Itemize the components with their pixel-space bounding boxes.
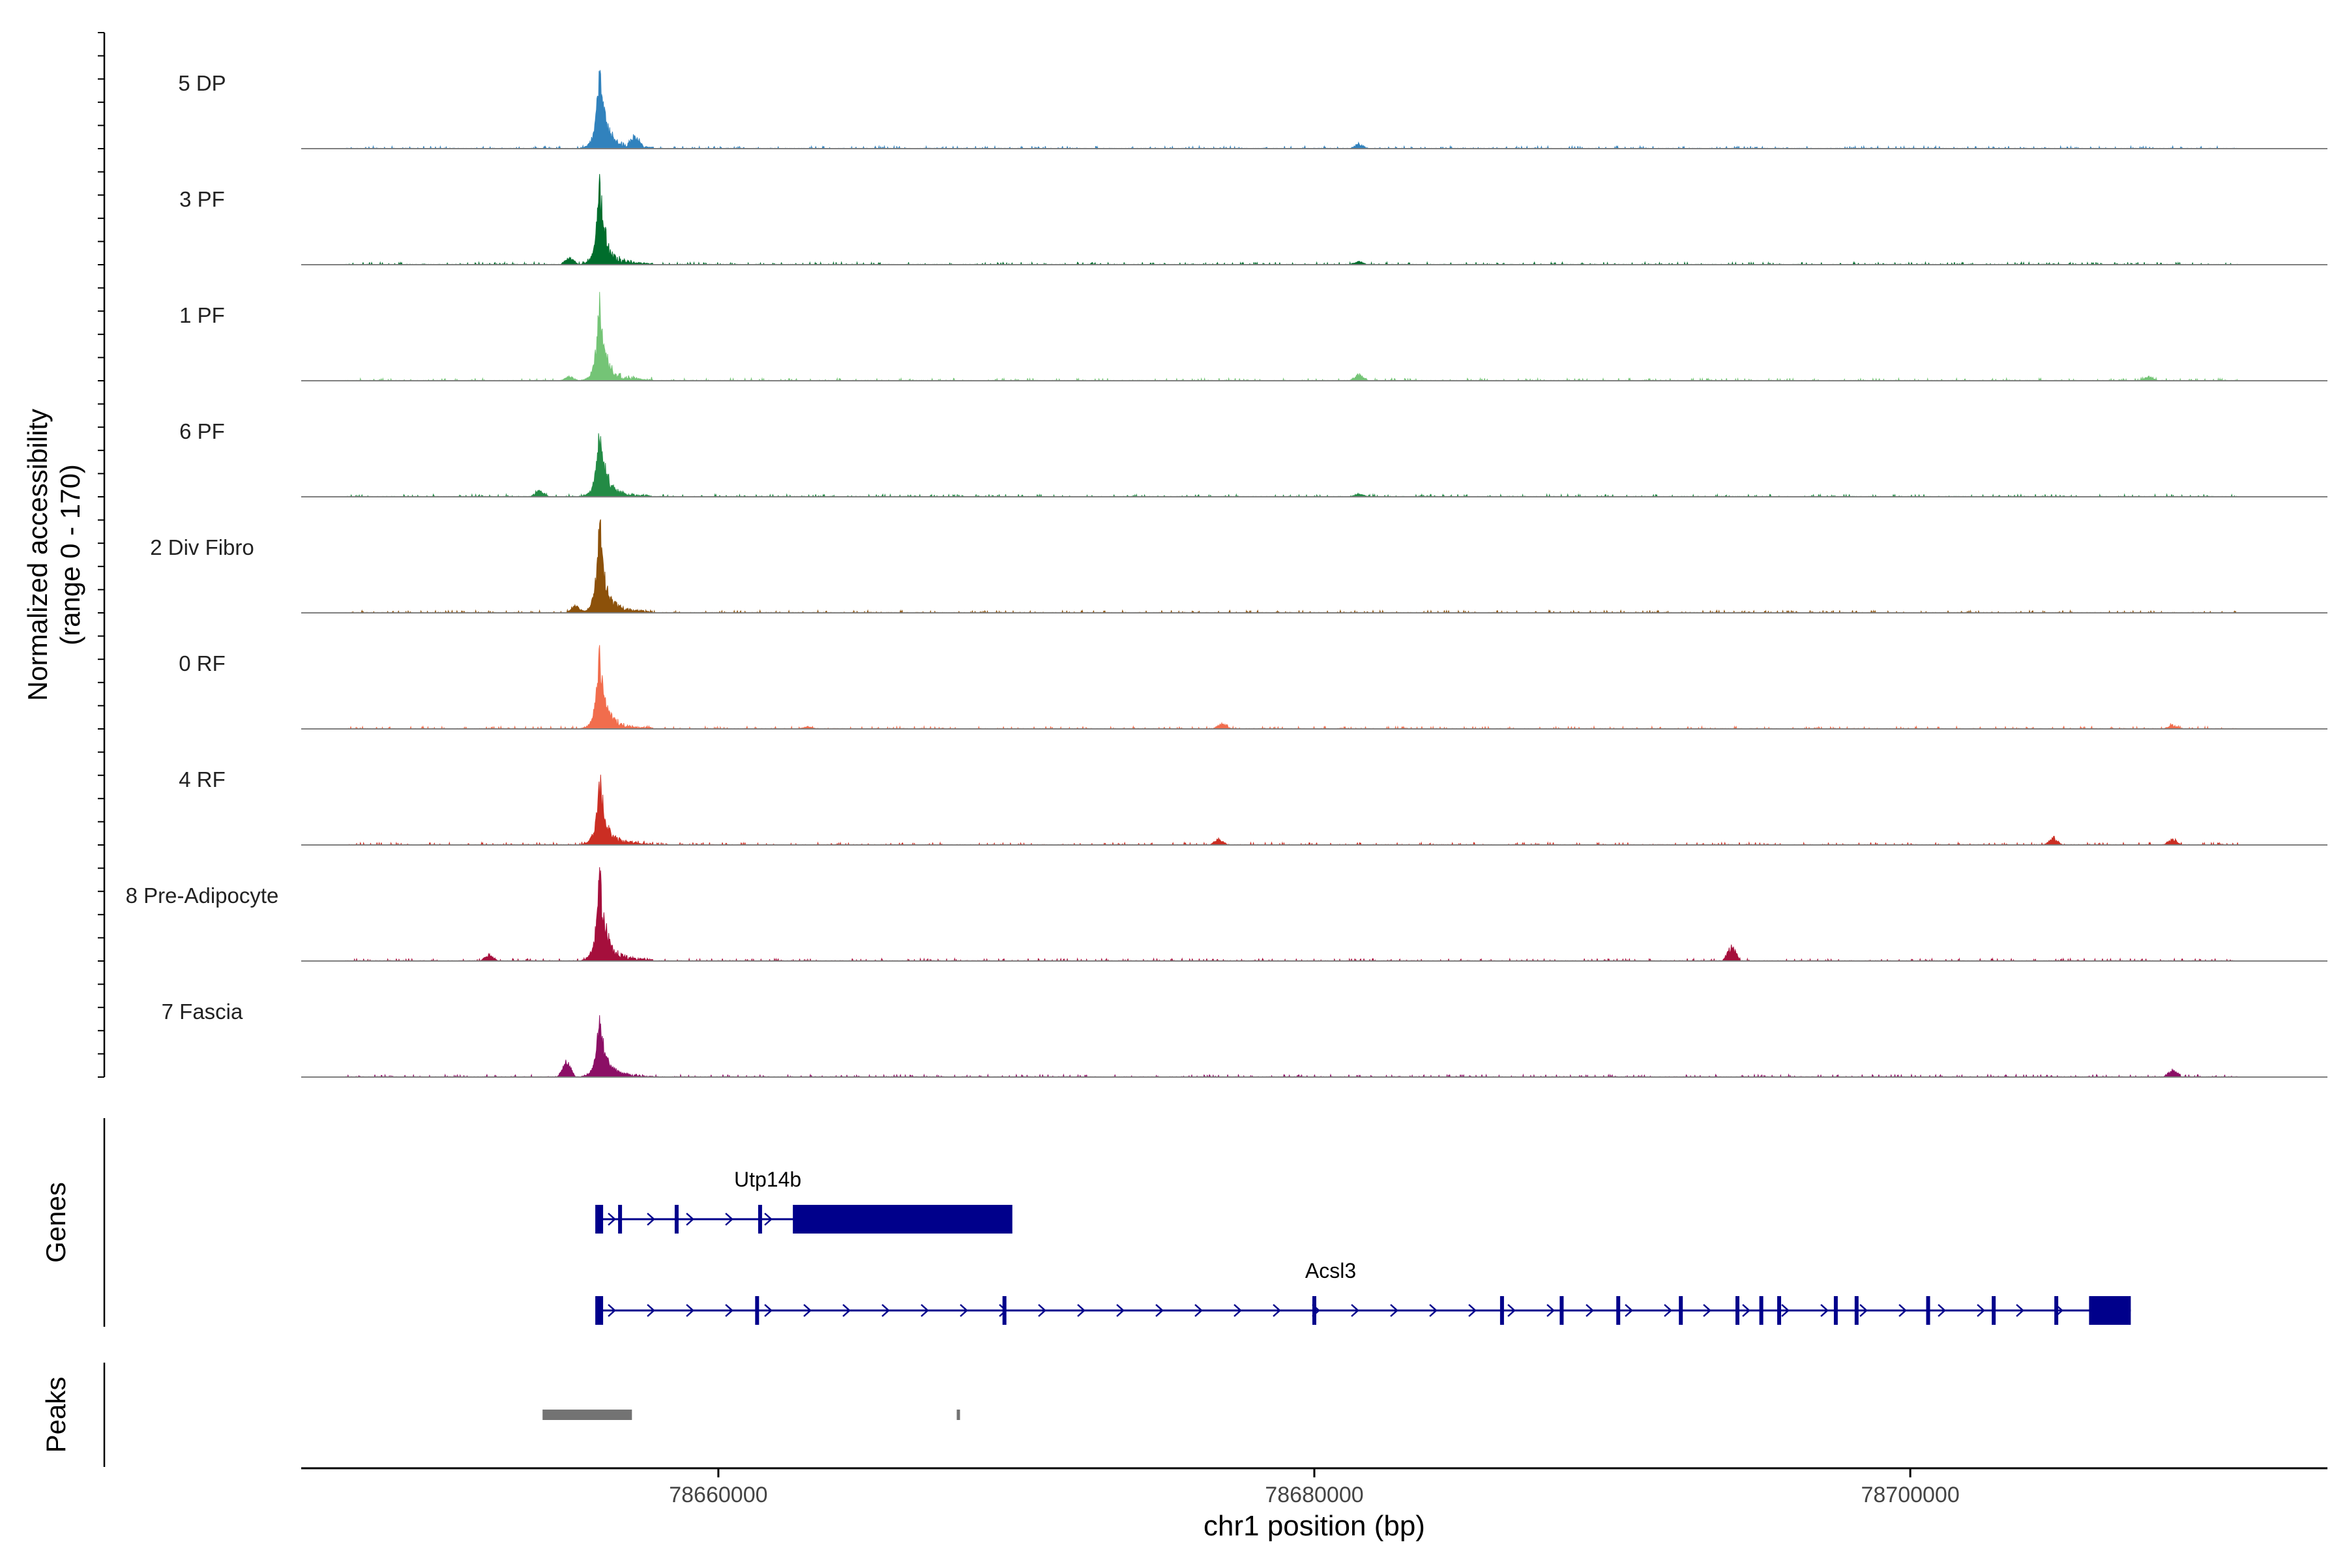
strand-arrow — [1859, 1304, 1868, 1317]
track-label-0: 5 DP — [178, 71, 226, 95]
exon — [1616, 1296, 1621, 1325]
coverage-area-2 — [346, 291, 2239, 382]
coverage-area-5 — [346, 645, 2239, 730]
track-label-4: 2 Div Fibro — [150, 535, 254, 559]
strand-arrow — [1586, 1304, 1594, 1317]
strand-arrow — [803, 1304, 812, 1317]
exon — [1559, 1296, 1564, 1325]
exon — [1833, 1296, 1838, 1325]
x-tick-label: 78700000 — [1861, 1483, 1959, 1507]
exon — [1735, 1296, 1739, 1325]
strand-arrow — [1351, 1304, 1359, 1317]
track-label-1: 3 PF — [179, 187, 225, 211]
strand-arrow — [1233, 1304, 1242, 1317]
strand-arrow — [960, 1304, 968, 1317]
exon — [1854, 1296, 1859, 1325]
exon — [1499, 1296, 1504, 1325]
exon — [1777, 1296, 1781, 1325]
strand-arrow — [764, 1213, 773, 1226]
exon — [674, 1205, 679, 1234]
strand-arrow — [1507, 1304, 1516, 1317]
gene-label-acsl3: Acsl3 — [1305, 1259, 1356, 1282]
strand-arrow — [1116, 1304, 1125, 1317]
exon — [1679, 1296, 1683, 1325]
coverage-area-4 — [346, 519, 2239, 614]
strand-arrow — [1703, 1304, 1711, 1317]
coding-block-utp14b — [793, 1205, 1011, 1234]
strand-arrow — [686, 1213, 694, 1226]
coverage-area-7 — [346, 867, 2239, 962]
strand-arrow — [1273, 1304, 1281, 1317]
strand-arrow — [1155, 1304, 1164, 1317]
strand-arrow — [647, 1213, 655, 1226]
exon — [1002, 1296, 1007, 1325]
track-label-5: 0 RF — [179, 651, 226, 675]
strand-arrow — [686, 1304, 694, 1317]
peak-region — [956, 1410, 960, 1420]
exon — [595, 1296, 604, 1325]
exon — [1312, 1296, 1316, 1325]
gene-label-utp14b: Utp14b — [734, 1168, 801, 1191]
track-label-8: 7 Fascia — [162, 999, 243, 1024]
strand-arrow — [608, 1213, 616, 1226]
coverage-area-1 — [346, 173, 2239, 266]
coverage-area-8 — [346, 1015, 2239, 1078]
strand-arrow — [725, 1304, 733, 1317]
strand-arrow — [1077, 1304, 1085, 1317]
track-label-2: 1 PF — [179, 303, 225, 327]
y-axis-range: (range 0 - 170) — [55, 464, 85, 645]
track-label-3: 6 PF — [179, 419, 225, 443]
strand-arrow — [1468, 1304, 1477, 1317]
strand-arrow — [608, 1304, 616, 1317]
exon — [1926, 1296, 1930, 1325]
exon — [1759, 1296, 1764, 1325]
strand-arrow — [1194, 1304, 1203, 1317]
strand-arrow — [881, 1304, 890, 1317]
exon — [595, 1205, 604, 1234]
strand-arrow — [921, 1304, 929, 1317]
coverage-area-3 — [346, 433, 2239, 498]
strand-arrow — [1781, 1304, 1790, 1317]
coverage-area-6 — [346, 775, 2239, 846]
exon — [618, 1205, 623, 1234]
strand-arrow — [1820, 1304, 1829, 1317]
strand-arrow — [1390, 1304, 1398, 1317]
strand-arrow — [2016, 1304, 2024, 1317]
strand-arrow — [647, 1304, 655, 1317]
strand-arrow — [1977, 1304, 1985, 1317]
coding-block-acsl3 — [2089, 1296, 2131, 1325]
exon — [758, 1205, 762, 1234]
strand-arrow — [1546, 1304, 1555, 1317]
strand-arrow — [1938, 1304, 1946, 1317]
strand-arrow — [842, 1304, 851, 1317]
strand-arrow — [1429, 1304, 1438, 1317]
x-axis-title: chr1 position (bp) — [1203, 1510, 1425, 1542]
strand-arrow — [1625, 1304, 1633, 1317]
track-label-6: 4 RF — [179, 767, 226, 791]
y-axis-title: Normalized accessibility — [22, 409, 53, 701]
coverage-area-0 — [346, 70, 2239, 150]
strand-arrow — [1742, 1304, 1750, 1317]
x-tick-label: 78680000 — [1265, 1483, 1363, 1507]
genes-track-label: Genes — [40, 1182, 71, 1263]
strand-arrow — [725, 1213, 733, 1226]
exon — [2054, 1296, 2059, 1325]
x-tick-label: 78660000 — [669, 1483, 767, 1507]
strand-arrow — [764, 1304, 773, 1317]
strand-arrow — [1038, 1304, 1046, 1317]
strand-arrow — [1898, 1304, 1907, 1317]
strand-arrow — [1664, 1304, 1672, 1317]
exon — [755, 1296, 760, 1325]
exon — [1992, 1296, 1996, 1325]
track-label-7: 8 Pre-Adipocyte — [126, 883, 279, 908]
peaks-track-label: Peaks — [40, 1377, 71, 1453]
peak-region — [542, 1410, 632, 1420]
